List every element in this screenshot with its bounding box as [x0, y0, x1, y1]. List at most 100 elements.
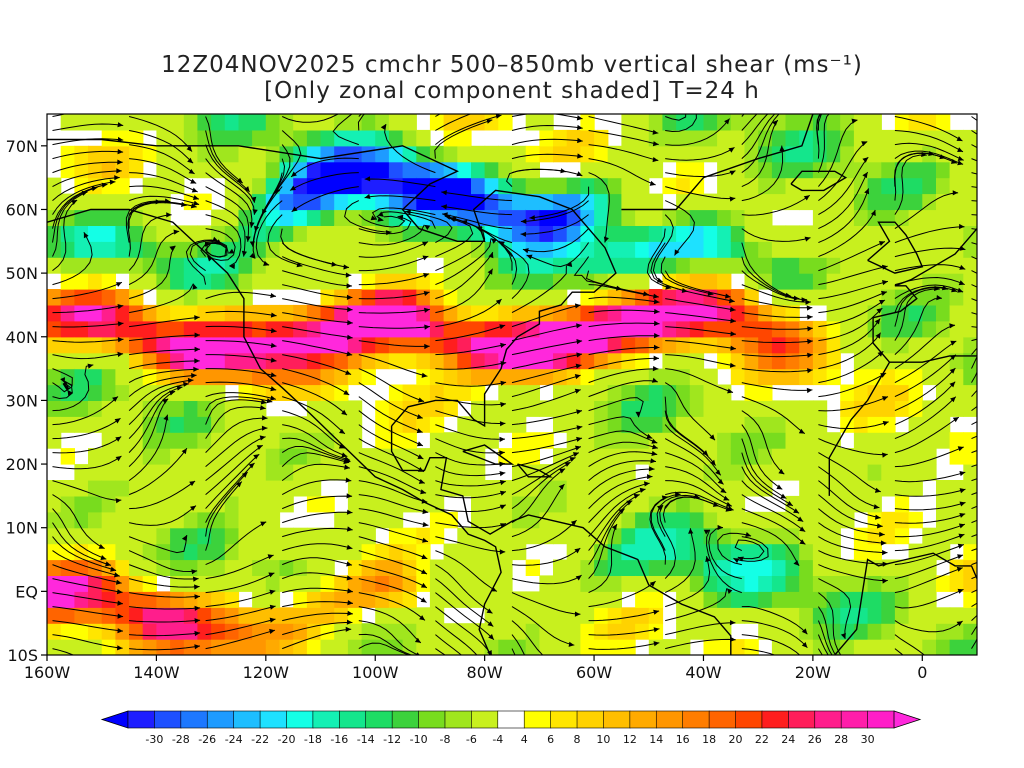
streamline — [818, 307, 883, 342]
shear-cell — [457, 352, 472, 370]
shear-cell — [539, 129, 554, 147]
streamline — [205, 116, 244, 184]
shear-cell — [676, 511, 691, 529]
streamline — [358, 273, 430, 286]
streamline-arrow — [877, 523, 883, 529]
shear-cell — [621, 241, 636, 258]
streamline-arrow — [441, 204, 447, 210]
shear-cell — [525, 400, 540, 417]
shear-cell — [799, 432, 814, 449]
streamline-arrow — [851, 118, 858, 124]
shear-cell — [621, 464, 636, 481]
streamline-arrow — [423, 273, 430, 278]
streamline-arrow — [87, 363, 94, 369]
shear-cell — [197, 241, 212, 258]
streamline — [511, 446, 582, 468]
streamline — [52, 123, 124, 131]
streamline — [894, 247, 966, 258]
shear-cell — [293, 336, 308, 354]
shear-cell — [717, 623, 732, 640]
shear-cell — [88, 559, 103, 576]
shear-cell — [894, 320, 910, 338]
streamline — [741, 145, 784, 202]
shear-cell — [730, 161, 746, 179]
streamline — [708, 527, 742, 580]
streamline-arrow — [251, 196, 257, 203]
shear-cell — [252, 623, 267, 640]
shear-cell — [347, 289, 363, 306]
streamline — [435, 324, 506, 342]
shear-cell — [142, 607, 157, 624]
streamline — [128, 214, 172, 271]
shear-cell — [293, 623, 308, 640]
streamline-arrow — [117, 351, 124, 357]
streamline-arrow — [959, 488, 966, 494]
shear-cell — [676, 225, 691, 242]
shear-cell — [238, 304, 253, 322]
streamline — [665, 340, 736, 350]
streamline — [511, 353, 583, 370]
shear-cell — [553, 639, 568, 655]
shear-cell — [74, 368, 89, 386]
streamline-arrow — [241, 250, 247, 257]
shear-cell — [320, 368, 335, 386]
shear-cell — [115, 304, 130, 322]
streamline — [205, 453, 260, 509]
streamline — [588, 628, 660, 636]
shear-cell — [156, 543, 171, 561]
shear-cell — [252, 527, 267, 545]
shear-cell — [771, 225, 787, 242]
shear-cell — [293, 273, 308, 290]
shear-cell — [525, 623, 540, 640]
shear-cell — [334, 416, 349, 433]
shear-cell — [211, 209, 226, 226]
streamline — [282, 622, 353, 636]
streamline-arrow — [563, 664, 569, 669]
streamline-arrow — [117, 613, 124, 619]
streamline — [741, 438, 787, 499]
shear-cell — [142, 400, 157, 417]
streamline — [128, 386, 183, 439]
shear-cell — [334, 336, 349, 354]
shear-cell — [894, 225, 910, 242]
streamline — [665, 114, 697, 133]
shear-cell — [812, 639, 828, 655]
streamline-arrow — [730, 331, 736, 337]
streamline — [52, 522, 112, 566]
shear-cell — [129, 575, 144, 592]
shear-cell — [635, 129, 650, 147]
shear-cell — [170, 591, 185, 608]
shear-cell — [922, 114, 937, 131]
shear-cell — [115, 400, 130, 417]
shear-cell — [334, 623, 349, 640]
streamline — [588, 296, 660, 303]
streamline — [894, 288, 940, 341]
streamline-arrow — [653, 355, 659, 361]
streamline-arrow — [331, 261, 338, 267]
shear-cell — [484, 432, 499, 449]
shear-cell — [142, 209, 157, 226]
shear-cell — [224, 129, 240, 147]
streamline-arrow — [499, 490, 506, 496]
shear-cell — [826, 129, 841, 147]
streamline-arrow — [346, 544, 353, 550]
shear-cell — [963, 591, 977, 608]
streamline-arrow — [801, 297, 808, 303]
shear-cell — [580, 432, 595, 449]
shear-cell — [142, 527, 157, 545]
streamline — [52, 494, 105, 550]
shear-cell — [361, 289, 376, 306]
shear-cell — [457, 527, 472, 545]
streamline-arrow — [799, 539, 806, 545]
shear-cell — [908, 257, 923, 274]
streamline-arrow — [344, 456, 351, 462]
shear-cell — [566, 416, 581, 433]
streamline — [894, 554, 964, 580]
shear-cell — [881, 416, 896, 433]
shear-cell — [279, 114, 294, 131]
streamline — [971, 256, 977, 260]
streamline — [650, 242, 688, 292]
shear-cell — [388, 273, 404, 290]
shear-cell — [607, 225, 622, 242]
shear-cell — [197, 304, 212, 322]
